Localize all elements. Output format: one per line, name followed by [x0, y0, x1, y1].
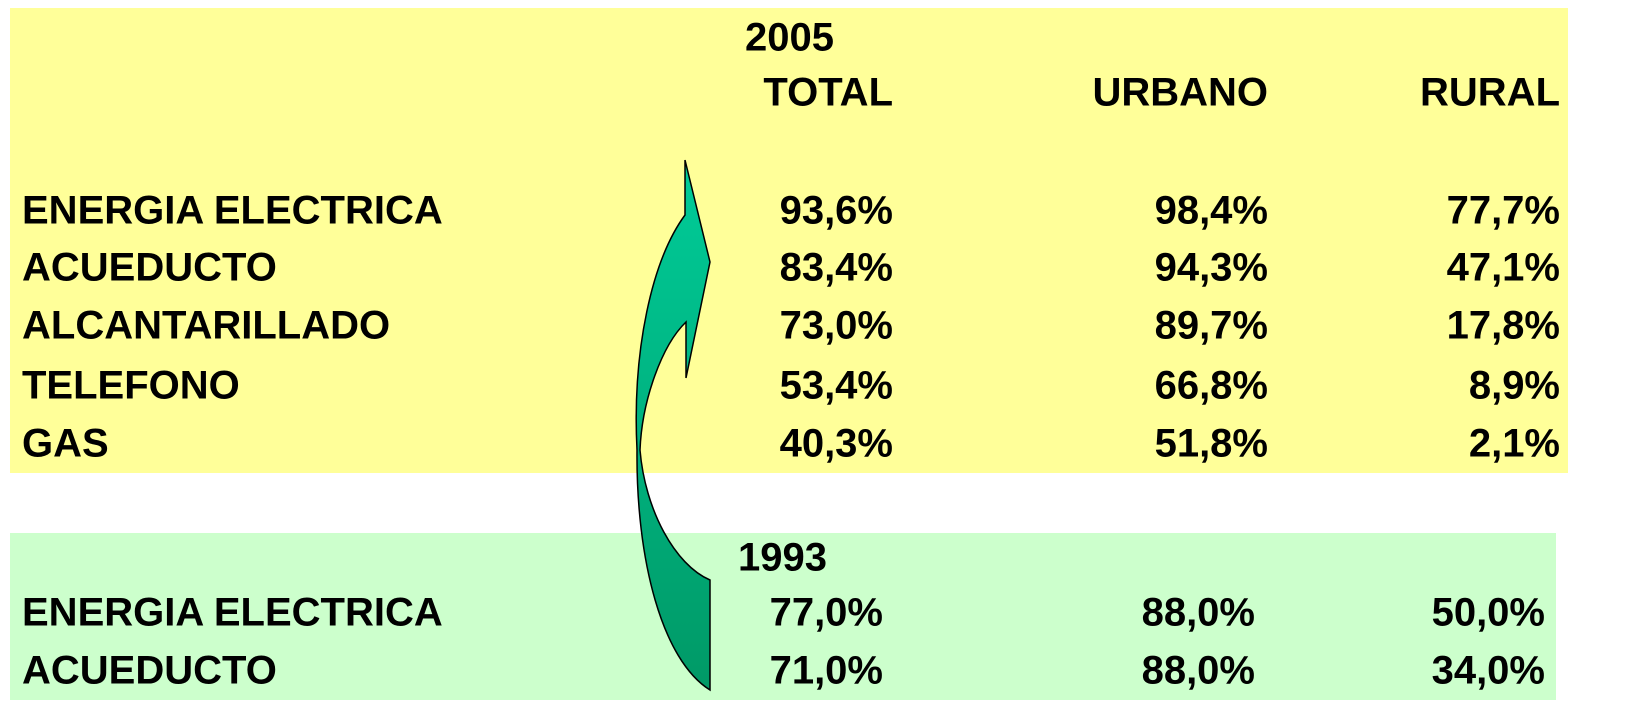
column-header: TOTAL	[763, 71, 893, 115]
cell-value: 40,3%	[780, 422, 893, 466]
cell-value: 8,9%	[1469, 364, 1560, 408]
cell-value: 2,1%	[1469, 422, 1560, 466]
slide: 2005 TOTAL URBANO RURAL ENERGIA ELECTRICA 93,…	[0, 0, 1625, 723]
cell-value: 53,4%	[780, 364, 893, 408]
cell-value: 94,3%	[1155, 246, 1268, 290]
row-label: ENERGIA ELECTRICA	[22, 189, 443, 233]
cell-value: 89,7%	[1155, 304, 1268, 348]
year-label: 1993	[738, 536, 827, 580]
year-label: 2005	[745, 16, 834, 60]
cell-value: 83,4%	[780, 246, 893, 290]
row-label: GAS	[22, 422, 109, 466]
cell-value: 88,0%	[1142, 649, 1255, 693]
cell-value: 17,8%	[1447, 304, 1560, 348]
column-header: URBANO	[1092, 71, 1268, 115]
cell-value: 88,0%	[1142, 591, 1255, 635]
row-label: ACUEDUCTO	[22, 649, 277, 693]
cell-value: 73,0%	[780, 304, 893, 348]
cell-value: 51,8%	[1155, 422, 1268, 466]
cell-value: 50,0%	[1432, 591, 1545, 635]
cell-value: 77,0%	[770, 591, 883, 635]
row-label: ACUEDUCTO	[22, 246, 277, 290]
cell-value: 98,4%	[1155, 189, 1268, 233]
row-label: ENERGIA ELECTRICA	[22, 591, 443, 635]
cell-value: 93,6%	[780, 189, 893, 233]
cell-value: 66,8%	[1155, 364, 1268, 408]
cell-value: 47,1%	[1447, 246, 1560, 290]
cell-value: 34,0%	[1432, 649, 1545, 693]
row-label: TELEFONO	[22, 364, 240, 408]
cell-value: 77,7%	[1447, 189, 1560, 233]
column-header: RURAL	[1420, 71, 1560, 115]
row-label: ALCANTARILLADO	[22, 304, 390, 348]
cell-value: 71,0%	[770, 649, 883, 693]
